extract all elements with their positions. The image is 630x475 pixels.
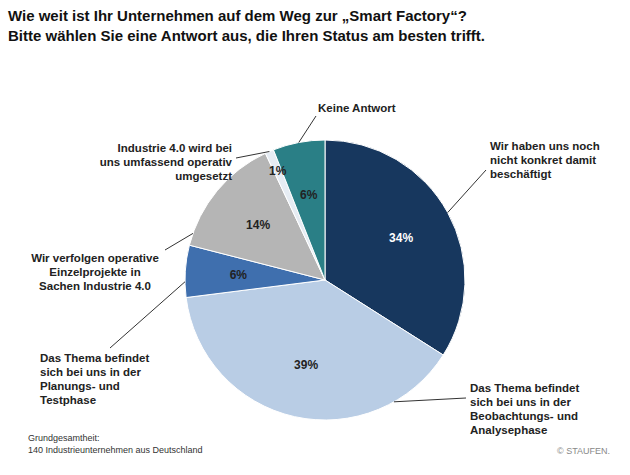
svg-text:6%: 6% <box>300 188 318 202</box>
svg-text:Industrie 4.0 wird beiuns umfa: Industrie 4.0 wird beiuns umfassend oper… <box>100 142 233 182</box>
svg-text:Wir haben uns nochnicht konkre: Wir haben uns nochnicht konkret damitbes… <box>490 140 600 180</box>
html-text:© STAUFEN.: © STAUFEN. <box>557 446 610 456</box>
svg-text:6%: 6% <box>230 268 248 282</box>
html-text:Bitte wählen Sie eine Antwort: Bitte wählen Sie eine Antwort aus, die I… <box>8 27 485 44</box>
svg-text:Das Thema befindetsich bei uns: Das Thema befindetsich bei uns in derPla… <box>40 352 149 406</box>
svg-text:Das Thema befindetsich bei uns: Das Thema befindetsich bei uns in derBeo… <box>470 382 579 436</box>
svg-text:1%: 1% <box>269 164 287 178</box>
svg-text:14%: 14% <box>246 218 270 232</box>
svg-text:39%: 39% <box>294 358 318 372</box>
html-text:140 Industrieunternehmen aus D: 140 Industrieunternehmen aus Deutschland <box>28 445 203 455</box>
svg-text:Wir verfolgen operativeEinzelp: Wir verfolgen operativeEinzelprojekte in… <box>31 252 159 292</box>
html-text:Wie weit ist Ihr Unternehmen a: Wie weit ist Ihr Unternehmen auf dem Weg… <box>8 7 467 24</box>
html-text:Grundgesamtheit:: Grundgesamtheit: <box>28 433 100 443</box>
svg-text:Keine Antwort: Keine Antwort <box>318 102 396 114</box>
svg-text:34%: 34% <box>389 231 413 245</box>
